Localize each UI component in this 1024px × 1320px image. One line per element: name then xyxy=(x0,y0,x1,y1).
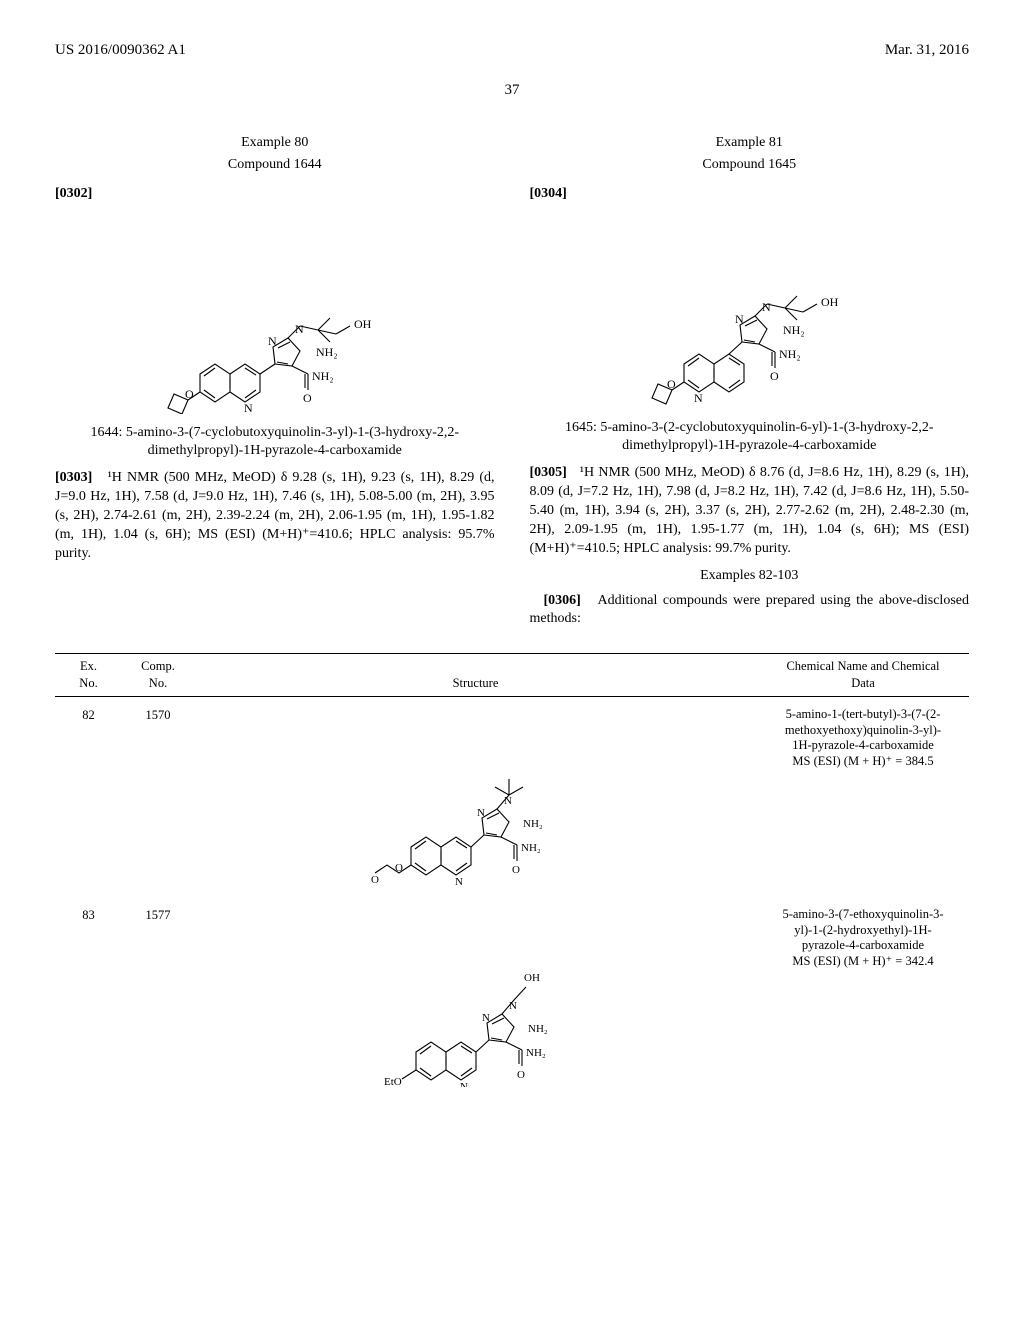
svg-text:N: N xyxy=(509,1000,517,1012)
table-row: 83 1577 xyxy=(55,897,969,1097)
para-num-0304: [0304] xyxy=(530,186,567,201)
para-num-0302: [0302] xyxy=(55,186,92,201)
cell-ex-no-83: 83 xyxy=(55,897,122,1097)
svg-text:NH₂: NH₂ xyxy=(526,1047,546,1059)
example-heading-81: Example 81 xyxy=(530,134,970,153)
cell-chemdata-1577: 5-amino-3-(7-ethoxyquinolin-3- yl)-1-(2-… xyxy=(757,897,969,1097)
para-0306: [0306] Additional compounds were prepare… xyxy=(530,592,970,630)
doc-right-header: Mar. 31, 2016 xyxy=(885,40,969,60)
doc-left-header: US 2016/0090362 A1 xyxy=(55,40,186,60)
svg-text:N: N xyxy=(460,1081,468,1087)
svg-text:N: N xyxy=(477,807,485,819)
svg-text:NH₂: NH₂ xyxy=(779,347,801,361)
svg-text:OH: OH xyxy=(821,295,839,309)
structure-1645: N O N N NH₂ O NH₂ OH xyxy=(634,214,864,409)
cell-structure-1570: N O O N N NH₂ O NH₂ xyxy=(194,697,757,898)
compound-table: Ex.No. Comp.No. Structure Chemical Name … xyxy=(55,653,969,1097)
structure-1577: N EtO N N NH₂ O NH₂ OH xyxy=(376,907,576,1087)
compound-heading-1644: Compound 1644 xyxy=(55,156,495,175)
col-chem-data: Chemical Name and ChemicalData xyxy=(757,654,969,697)
svg-text:N: N xyxy=(504,795,512,807)
svg-text:N: N xyxy=(762,300,771,314)
svg-text:NH₂: NH₂ xyxy=(783,323,805,337)
para-0303-text: ¹H NMR (500 MHz, MeOD) δ 9.28 (s, 1H), 9… xyxy=(55,470,495,561)
example-heading-80: Example 80 xyxy=(55,134,495,153)
table-header-row: Ex.No. Comp.No. Structure Chemical Name … xyxy=(55,654,969,697)
svg-text:OH: OH xyxy=(354,317,372,331)
svg-text:O: O xyxy=(517,1069,525,1081)
structure-1644: N O N N NH₂ O NH₂ OH xyxy=(160,214,390,414)
table-row: 82 1570 xyxy=(55,697,969,898)
para-0303: [0303] ¹H NMR (500 MHz, MeOD) δ 9.28 (s,… xyxy=(55,469,495,563)
para-num-0305: [0305] xyxy=(530,465,567,480)
svg-text:O: O xyxy=(512,864,520,876)
svg-text:NH₂: NH₂ xyxy=(523,818,543,830)
cell-comp-no-1577: 1577 xyxy=(122,897,194,1097)
para-0305: [0305] ¹H NMR (500 MHz, MeOD) δ 8.76 (d,… xyxy=(530,464,970,558)
col-ex-no: Ex.No. xyxy=(55,654,122,697)
caption-1644: 1644: 5-amino-3-(7-cyclobutoxyquinolin-3… xyxy=(75,424,475,459)
svg-text:O: O xyxy=(371,874,379,886)
svg-text:O: O xyxy=(303,391,312,405)
svg-text:O: O xyxy=(667,377,676,391)
compound-heading-1645: Compound 1645 xyxy=(530,156,970,175)
para-num-0303: [0303] xyxy=(55,470,92,485)
svg-text:N: N xyxy=(295,322,304,336)
svg-text:O: O xyxy=(185,387,194,401)
svg-text:NH₂: NH₂ xyxy=(528,1023,548,1035)
right-column: Example 81 Compound 1645 [0304] xyxy=(530,126,970,636)
para-0306-text: Additional compounds were prepared using… xyxy=(530,593,970,627)
svg-text:N: N xyxy=(455,876,463,887)
para-num-0306: [0306] xyxy=(544,593,581,608)
cell-structure-1577: N EtO N N NH₂ O NH₂ OH xyxy=(194,897,757,1097)
svg-text:OH: OH xyxy=(524,972,540,984)
caption-1645: 1645: 5-amino-3-(2-cyclobutoxyquinolin-6… xyxy=(550,419,950,454)
svg-text:NH₂: NH₂ xyxy=(316,345,338,359)
svg-text:NH₂: NH₂ xyxy=(312,369,334,383)
structure-1570: N O O N N NH₂ O NH₂ xyxy=(371,707,581,887)
compound-table-wrapper: Ex.No. Comp.No. Structure Chemical Name … xyxy=(55,653,969,1097)
left-column: Example 80 Compound 1644 [0302] xyxy=(55,126,495,636)
page-number: 37 xyxy=(55,80,969,100)
examples-82-103-heading: Examples 82-103 xyxy=(530,567,970,586)
svg-text:N: N xyxy=(244,401,253,414)
col-structure: Structure xyxy=(194,654,757,697)
svg-text:O: O xyxy=(395,862,403,874)
svg-text:NH₂: NH₂ xyxy=(521,842,541,854)
cell-ex-no-82: 82 xyxy=(55,697,122,898)
svg-text:EtO: EtO xyxy=(384,1076,402,1087)
cell-comp-no-1570: 1570 xyxy=(122,697,194,898)
svg-text:N: N xyxy=(694,391,703,405)
para-0305-text: ¹H NMR (500 MHz, MeOD) δ 8.76 (d, J=8.6 … xyxy=(530,465,970,556)
svg-text:O: O xyxy=(770,369,779,383)
col-comp-no: Comp.No. xyxy=(122,654,194,697)
svg-text:N: N xyxy=(482,1012,490,1024)
svg-text:N: N xyxy=(735,312,744,326)
svg-text:N: N xyxy=(268,334,277,348)
cell-chemdata-1570: 5-amino-1-(tert-butyl)-3-(7-(2- methoxye… xyxy=(757,697,969,898)
